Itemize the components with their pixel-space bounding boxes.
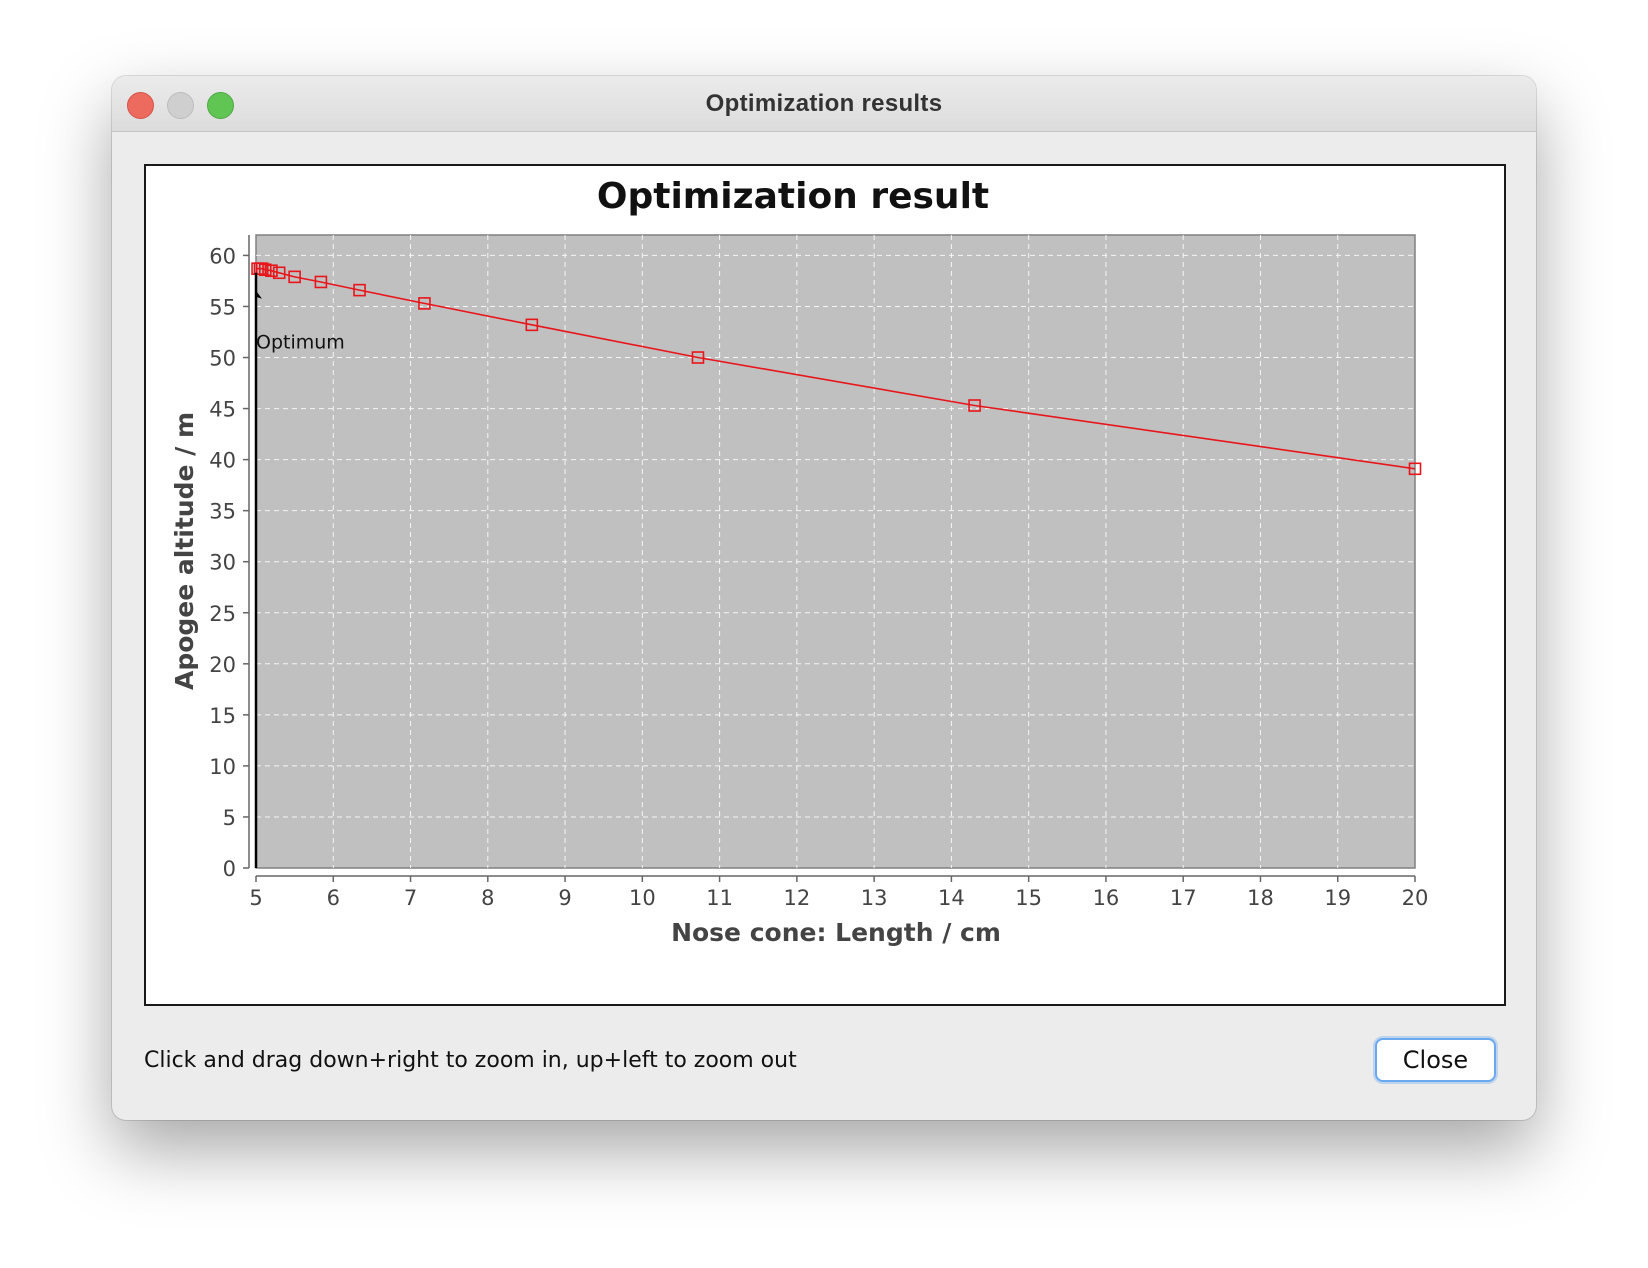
y-tick-label: 15 [209, 704, 236, 728]
data-point-marker [418, 297, 431, 310]
y-tick-label: 35 [209, 500, 236, 524]
window-close-icon[interactable] [127, 92, 154, 119]
close-button[interactable]: Close [1375, 1038, 1496, 1082]
y-tick-label: 0 [223, 857, 236, 881]
x-tick-label: 5 [249, 886, 262, 910]
y-tick-label: 25 [209, 602, 236, 626]
title-bar: Optimization results [112, 76, 1536, 132]
y-tick-label: 45 [209, 398, 236, 422]
y-tick-label: 5 [223, 806, 236, 830]
x-tick-label: 15 [1015, 886, 1042, 910]
zoom-hint-text: Click and drag down+right to zoom in, up… [144, 1048, 797, 1073]
data-point-marker [525, 318, 539, 332]
x-tick-label: 17 [1170, 886, 1197, 910]
grid-lines [256, 235, 1415, 868]
y-tick-label: 50 [209, 347, 236, 371]
optimum-arrow-icon [256, 290, 262, 299]
x-axis-ticks: 5 6 7 8 9 10 11 12 13 14 15 16 17 18 19 20 [249, 876, 1428, 910]
annotation-group: Optimum [254, 272, 345, 868]
data-point-marker [353, 283, 366, 297]
y-tick-label: 10 [209, 755, 236, 779]
optimum-annotation: Optimum [256, 332, 345, 354]
data-point-marker [251, 262, 264, 275]
y-axis-ticks: 0 5 10 15 20 25 30 35 40 45 50 55 60 [209, 244, 249, 881]
x-tick-label: 12 [783, 886, 810, 910]
y-tick-label: 60 [209, 244, 236, 268]
x-tick-label: 19 [1324, 886, 1351, 910]
optimization-chart[interactable]: Optimization result 05101520253035404550… [146, 166, 1504, 1004]
data-point-marker [314, 275, 328, 289]
data-point-marker [272, 266, 286, 280]
x-tick-label: 14 [938, 886, 965, 910]
axes [248, 235, 1415, 877]
data-point-marker [691, 351, 705, 364]
x-axis-label: Nose cone: Length / cm [671, 918, 1001, 947]
x-tick-label: 6 [327, 886, 340, 910]
x-tick-label: 13 [861, 886, 888, 910]
y-axis-label: Apogee altitude / m [170, 412, 199, 690]
series-group [251, 262, 1422, 476]
x-tick-label: 16 [1093, 886, 1120, 910]
window-zoom-icon[interactable] [207, 92, 234, 119]
x-tick-label: 11 [706, 886, 733, 910]
x-tick-label: 20 [1402, 886, 1429, 910]
x-tick-label: 9 [558, 886, 571, 910]
data-point-marker [968, 399, 981, 412]
chart-panel[interactable]: Optimization result 0 5 10 15 20 25 30 35 40 45 50… [144, 164, 1506, 1006]
x-tick-label: 7 [404, 886, 417, 910]
y-tick-label: 40 [209, 449, 236, 473]
window-minimize-icon[interactable] [167, 92, 194, 119]
x-tick-label: 10 [629, 886, 656, 910]
plot-area[interactable] [255, 234, 1416, 869]
data-point-marker [288, 270, 301, 284]
optimization-results-window: Optimization results Optimization result… [112, 76, 1536, 1120]
y-tick-label: 20 [209, 653, 236, 677]
y-tick-label: 55 [209, 295, 236, 319]
y-tick-label: 30 [209, 551, 236, 575]
window-title: Optimization results [705, 90, 943, 117]
x-tick-label: 18 [1247, 886, 1274, 910]
chart-title: Optimization result [597, 176, 989, 217]
x-tick-label: 8 [481, 886, 494, 910]
data-point-marker [1408, 462, 1422, 476]
